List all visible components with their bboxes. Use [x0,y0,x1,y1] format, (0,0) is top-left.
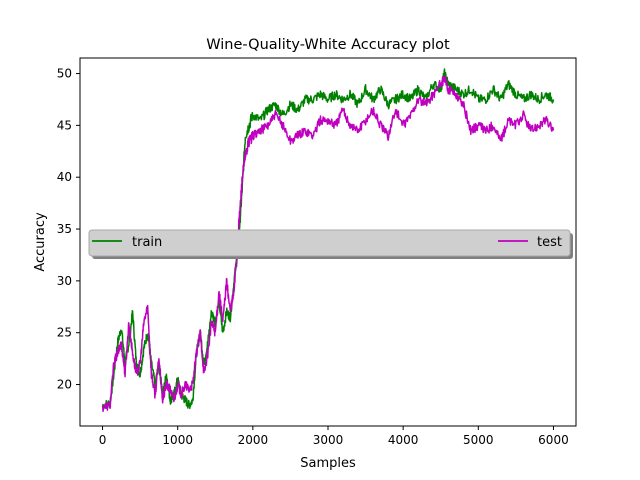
y-axis: 20 25 30 35 40 45 50 [57,67,80,392]
x-axis-label: Samples [300,456,356,471]
y-tick-label: 45 [57,118,72,132]
y-tick-label: 30 [57,274,72,288]
series-line-test [101,75,555,412]
plot-series [101,68,555,412]
x-tick-label: 6000 [538,433,569,447]
x-tick-label: 3000 [313,433,344,447]
x-tick-label: 0 [99,433,107,447]
x-axis: 0 1000 2000 3000 4000 5000 6000 [99,426,569,447]
y-tick-label: 20 [57,378,72,392]
legend-box [88,229,571,257]
y-tick-label: 40 [57,170,72,184]
x-tick-label: 1000 [162,433,193,447]
y-tick-label: 35 [57,222,72,236]
legend: train test [88,229,573,259]
y-tick-label: 50 [57,67,72,81]
legend-test-label: test [537,235,562,250]
x-tick-label: 2000 [238,433,269,447]
x-tick-label: 4000 [388,433,419,447]
chart-title: Wine-Quality-White Accuracy plot [206,37,450,53]
y-tick-label: 25 [57,326,72,340]
x-tick-label: 5000 [463,433,494,447]
legend-train-label: train [132,235,162,250]
y-axis-label: Accuracy [33,212,48,272]
